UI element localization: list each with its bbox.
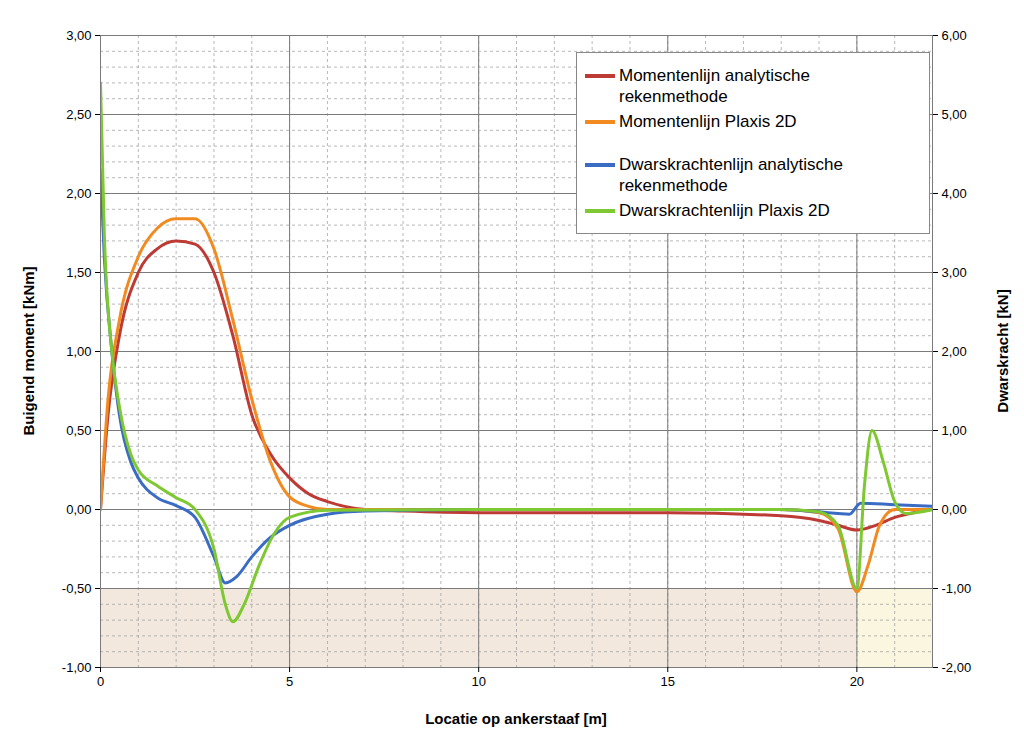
svg-text:3,00: 3,00 <box>942 265 967 280</box>
html-text:Dwarskrachtenlijn Plaxis 2D: Dwarskrachtenlijn Plaxis 2D <box>619 201 830 220</box>
svg-text:0,00: 0,00 <box>66 502 91 517</box>
svg-text:0: 0 <box>97 674 104 689</box>
html-text:Momentenlijn Plaxis 2D: Momentenlijn Plaxis 2D <box>619 112 797 131</box>
svg-text:5: 5 <box>286 674 293 689</box>
svg-text:10: 10 <box>471 674 485 689</box>
svg-text:15: 15 <box>661 674 675 689</box>
html-text:Dwarskracht [kN]: Dwarskracht [kN] <box>993 289 1011 413</box>
svg-text:1,00: 1,00 <box>66 344 91 359</box>
svg-text:-0,50: -0,50 <box>62 581 92 596</box>
svg-text:-2,00: -2,00 <box>942 660 972 675</box>
svg-text:6,00: 6,00 <box>942 28 967 43</box>
svg-text:3,00: 3,00 <box>66 28 91 43</box>
html-text:Locatie op ankerstaaf [m]: Locatie op ankerstaaf [m] <box>425 710 607 727</box>
svg-text:4,00: 4,00 <box>942 186 967 201</box>
svg-text:1,50: 1,50 <box>66 265 91 280</box>
svg-text:0,00: 0,00 <box>942 502 967 517</box>
svg-text:0,50: 0,50 <box>66 423 91 438</box>
svg-text:20: 20 <box>850 674 864 689</box>
svg-text:2,00: 2,00 <box>942 344 967 359</box>
svg-text:5,00: 5,00 <box>942 107 967 122</box>
html-text:Dwarskrachtenlijn analytische: Dwarskrachtenlijn analytische rekenmetho… <box>619 155 843 195</box>
svg-text:2,50: 2,50 <box>66 107 91 122</box>
svg-text:1,00: 1,00 <box>942 423 967 438</box>
svg-text:2,00: 2,00 <box>66 186 91 201</box>
html-text:Momentenlijn analytische reken: Momentenlijn analytische rekenmethode <box>619 66 810 106</box>
svg-text:-1,00: -1,00 <box>942 581 972 596</box>
svg-text:-1,00: -1,00 <box>62 660 92 675</box>
html-text:Buigend moment [kNm]: Buigend moment [kNm] <box>19 266 37 436</box>
